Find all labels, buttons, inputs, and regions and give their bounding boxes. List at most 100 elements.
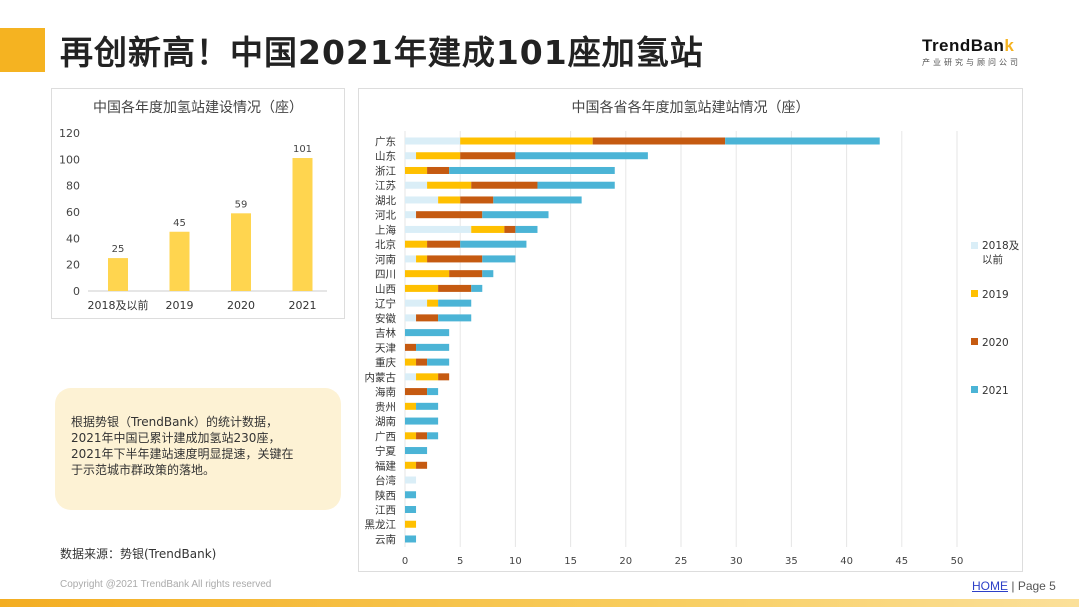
bar-segment <box>405 166 428 174</box>
bar-segment <box>460 196 494 204</box>
bar-segment <box>416 461 428 469</box>
y-tick-label: 北京 <box>375 238 396 251</box>
y-tick-label: 山东 <box>375 150 396 163</box>
y-tick-label: 河南 <box>375 253 396 266</box>
legend-label: 2020 <box>982 337 1009 349</box>
page-nav: HOME | Page 5 <box>972 579 1056 593</box>
bar-segment <box>405 211 417 219</box>
bar-segment <box>405 240 428 248</box>
bar-segment <box>460 240 527 248</box>
y-tick-label: 天津 <box>375 342 396 354</box>
y-tick-label: 60 <box>66 206 80 219</box>
bar-segment <box>405 476 417 484</box>
page-title: 再创新高！中国2021年建成101座加氢站 <box>60 33 704 72</box>
y-tick-label: 广西 <box>375 431 396 443</box>
y-tick-label: 上海 <box>375 223 396 236</box>
bar-segment <box>482 255 516 263</box>
bar-segment <box>416 255 428 263</box>
y-tick-label: 台湾 <box>375 474 396 487</box>
bar-segment <box>449 166 615 174</box>
accent-block <box>0 28 45 72</box>
home-link[interactable]: HOME <box>972 579 1008 593</box>
bar-segment <box>405 137 461 145</box>
y-tick-label: 广东 <box>375 135 396 148</box>
legend-label: 2021 <box>982 385 1009 397</box>
logo: TrendBank 产业研究与顾问公司 <box>922 36 1042 68</box>
bar-segment <box>416 432 428 440</box>
note-line: 2021年下半年建站速度明显提速，关键在 <box>71 447 294 461</box>
summary-note: 根据势银（TrendBank）的统计数据， 2021年中国已累计建成加氢站230… <box>55 388 341 510</box>
bar-segment <box>405 284 439 292</box>
y-tick-label: 江西 <box>375 505 396 517</box>
bar-segment <box>405 181 428 189</box>
bar-segment <box>725 137 880 145</box>
legend-swatch <box>971 290 978 297</box>
province-chart-svg: 0 5 10 15 20 25 30 35 40 45 50 广东山东浙江江苏湖北河北上海北京河南四川… <box>365 131 1020 567</box>
data-label: 45 <box>173 218 186 229</box>
y-tick-label: 0 <box>73 285 80 298</box>
note-line: 根据势银（TrendBank）的统计数据， <box>71 415 278 429</box>
bar-segment <box>405 461 417 469</box>
y-tick-label: 贵州 <box>375 400 396 413</box>
y-tick-label: 福建 <box>375 459 396 472</box>
annual-chart-svg: 0 20 40 60 80 100 120 25 2018及以前 45 2019 59 2020 101 2… <box>59 127 327 312</box>
bar-segment <box>405 270 450 278</box>
bar-segment <box>405 196 439 204</box>
y-tick-label: 40 <box>66 232 80 245</box>
y-tick-label: 山西 <box>375 283 396 295</box>
bar-segment <box>449 270 483 278</box>
bar-segment <box>405 417 439 425</box>
data-label: 101 <box>293 144 312 155</box>
y-tick-label: 120 <box>59 127 80 140</box>
legend-swatch <box>971 242 978 249</box>
x-tick-label: 20 <box>619 556 632 567</box>
bar-segment <box>405 506 417 513</box>
x-tick-label: 0 <box>402 556 408 567</box>
x-tick-label: 50 <box>951 556 964 567</box>
y-tick-label: 湖北 <box>375 195 396 207</box>
page-number: Page 5 <box>1017 579 1056 593</box>
bar-segment <box>438 373 450 381</box>
bar-segment <box>405 388 428 396</box>
bar-segment <box>416 152 461 160</box>
bar <box>169 231 190 291</box>
bar-segment <box>427 358 450 366</box>
y-tick-label: 安徽 <box>375 312 396 325</box>
bar-segment <box>405 152 417 160</box>
bar-segment <box>416 211 483 219</box>
legend-label: 2019 <box>982 289 1009 301</box>
x-tick-label: 2018及以前 <box>88 298 149 312</box>
y-tick-label: 江苏 <box>375 179 396 192</box>
bar-segment <box>405 255 417 263</box>
bar-segment <box>460 137 593 145</box>
bar-segment <box>438 314 472 322</box>
bar-segment <box>537 181 615 189</box>
y-tick-label: 内蒙古 <box>365 371 397 384</box>
bar-segment <box>438 299 472 307</box>
bar-segment <box>471 181 538 189</box>
separator: | <box>1011 579 1015 593</box>
bar-segment <box>427 432 439 440</box>
y-tick-label: 陕西 <box>375 489 396 502</box>
y-tick-label: 湖南 <box>375 415 396 428</box>
bar-segment <box>416 373 439 381</box>
bar-segment <box>416 358 428 366</box>
x-tick-label: 2021 <box>289 299 317 312</box>
bar-segment <box>416 402 439 410</box>
y-tick-label: 辽宁 <box>375 297 396 310</box>
bar-segment <box>438 284 472 292</box>
y-tick-label: 河北 <box>375 210 396 222</box>
bar-segment <box>482 270 494 278</box>
logo-subtitle: 产业研究与顾问公司 <box>922 58 1021 67</box>
bar-segment <box>427 299 439 307</box>
y-tick-label: 海南 <box>375 386 396 399</box>
x-tick-label: 40 <box>840 556 853 567</box>
bar-segment <box>427 388 439 396</box>
note-line: 于示范城市群政策的落地。 <box>71 463 216 477</box>
legend-label: 2018及 <box>982 240 1020 252</box>
legend-swatch <box>971 338 978 345</box>
bar-segment <box>482 211 549 219</box>
y-tick-label: 宁夏 <box>375 445 396 458</box>
y-tick-label: 云南 <box>375 533 396 546</box>
legend-swatch <box>971 386 978 393</box>
